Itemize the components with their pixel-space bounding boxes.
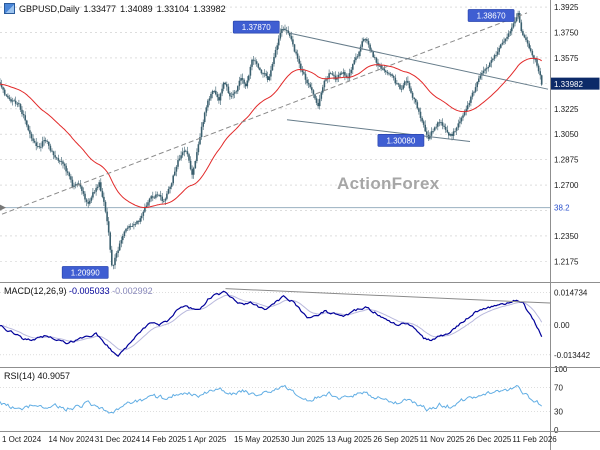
chart-header: GBPUSD,Daily 1.33477 1.34089 1.33104 1.3…: [4, 3, 226, 14]
macd-value: -0.005033: [69, 286, 110, 296]
rsi-axis-label: 70: [554, 383, 563, 392]
price-label: 1.37870: [232, 20, 280, 34]
ohlc-close: 1.33982: [193, 3, 226, 14]
macd-axis-label: 0.00: [554, 321, 570, 330]
date-label: 13 Aug 2025: [327, 435, 372, 444]
price-axis-label: 1.2175: [554, 257, 579, 266]
rsi-indicator-label: RSI(14) 40.9057: [4, 371, 70, 381]
current-price-tag: 1.33982: [550, 77, 600, 90]
rsi-axis-label: 0: [554, 426, 559, 435]
price-label: 1.30080: [377, 133, 425, 147]
macd-panel[interactable]: 0.014734 0.00 -0.013442: [0, 288, 591, 360]
date-label: 26 Sep 2025: [373, 435, 419, 444]
rsi-axis-label: 100: [554, 365, 568, 374]
price-label: 1.38670: [467, 9, 515, 22]
svg-text:1.30080: 1.30080: [386, 136, 415, 145]
candlestick-bodies: [0, 13, 543, 266]
date-label: 14 Nov 2024: [48, 435, 94, 444]
price-axis-label: 1.3925: [554, 3, 579, 12]
date-label: 11 Feb 2026: [512, 435, 557, 444]
price-axis-label: 1.3750: [554, 29, 579, 38]
date-label: 26 Dec 2025: [466, 435, 512, 444]
date-label: 1 Oct 2024: [2, 435, 42, 444]
macd-signal-value: -0.002992: [112, 286, 153, 296]
rsi-name: RSI(14): [4, 371, 36, 381]
rsi-line: [0, 384, 543, 414]
date-label: 15 May 2025: [234, 435, 281, 444]
fib-level-label: 38.2: [554, 204, 570, 213]
rising-trendline[interactable]: [1, 12, 528, 215]
channel-upper-line[interactable]: [289, 32, 549, 90]
macd-signal-line: [0, 294, 543, 351]
macd-line: [0, 290, 543, 358]
macd-trendline[interactable]: [225, 288, 551, 304]
symbol-period-label: GBPUSD,Daily: [19, 3, 80, 14]
svg-text:1.37870: 1.37870: [242, 23, 271, 32]
date-label: 31 Dec 2024: [95, 435, 141, 444]
macd-indicator-label: MACD(12,26,9) -0.005033 -0.002992: [4, 286, 153, 296]
date-label: 1 Apr 2025: [188, 435, 227, 444]
ohlc-high: 1.34089: [120, 3, 153, 14]
macd-axis-label: 0.014734: [554, 288, 588, 297]
moving-average-line: [0, 57, 542, 208]
svg-text:1.33982: 1.33982: [554, 80, 583, 89]
price-axis-label: 1.3225: [554, 105, 579, 114]
price-axis-label: 1.2700: [554, 181, 579, 190]
macd-axis-label: -0.013442: [554, 351, 591, 360]
svg-text:1.20990: 1.20990: [71, 268, 100, 277]
trendline-arrow: [0, 204, 6, 211]
price-axis-label: 1.2350: [554, 232, 579, 241]
price-axis-label: 1.2875: [554, 156, 579, 165]
svg-text:1.38670: 1.38670: [477, 12, 506, 21]
date-label: 11 Nov 2025: [420, 435, 465, 444]
rsi-value: 40.9057: [37, 371, 71, 381]
ohlc-low: 1.33104: [156, 3, 190, 14]
rsi-panel[interactable]: 100 70 30 0: [0, 365, 568, 435]
price-axis-label: 1.3050: [554, 130, 579, 139]
watermark: ActionForex: [337, 174, 440, 193]
date-label: 14 Feb 2025: [141, 435, 186, 444]
macd-name: MACD(12,26,9): [4, 286, 67, 296]
ohlc-open: 1.33477: [83, 3, 117, 14]
date-label: 30 Jun 2025: [280, 435, 325, 444]
price-label: 1.20990: [61, 266, 109, 279]
channel-lower-line[interactable]: [286, 119, 471, 142]
chart-symbol-icon: [4, 3, 15, 14]
price-axis-label: 1.3575: [554, 54, 579, 63]
rsi-axis-label: 30: [554, 408, 563, 417]
